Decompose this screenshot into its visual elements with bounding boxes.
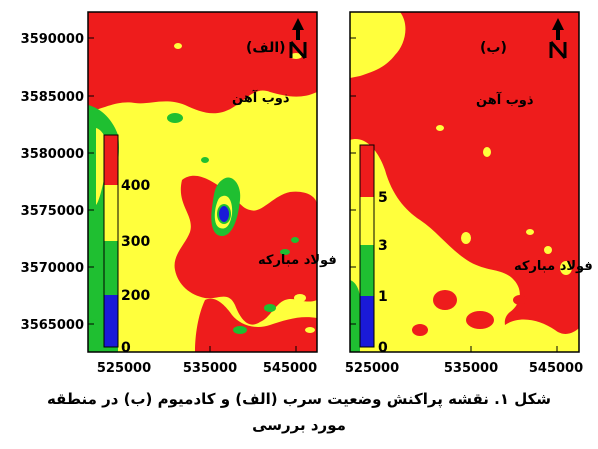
north-arrow-icon — [289, 18, 307, 59]
map-a-green-fleck — [291, 237, 299, 243]
place-label-zob-ahan: ذوب آهن — [476, 91, 534, 108]
legend-tick: 3 — [378, 238, 388, 254]
legend-swatch-green — [104, 241, 118, 295]
x-tick-label: 545000 — [263, 361, 317, 376]
map-b: 525000 535000 545000 5 3 1 0 (ب) ذوب آهن… — [345, 11, 593, 376]
x-tick-label: 525000 — [345, 361, 399, 376]
map-a-x-axis: 525000 535000 545000 — [97, 346, 317, 376]
map-a-yellow-spot — [305, 327, 315, 333]
legend-swatch-red — [360, 145, 374, 197]
map-a-frame — [87, 11, 318, 353]
legend-swatch-red — [104, 135, 118, 185]
legend-tick: 400 — [121, 178, 150, 194]
map-a-label: (الف) — [246, 40, 286, 56]
map-a-yellow-spot — [294, 294, 306, 302]
place-label-foolad: فولاد مبارکه — [514, 259, 593, 274]
map-b-contours — [350, 12, 579, 352]
figure-caption-line2: مورد بررسی — [252, 416, 346, 434]
map-b-yellow-spot — [461, 232, 471, 244]
y-tick-label: 3565000 — [21, 318, 84, 333]
map-a-blue-core — [219, 206, 229, 222]
map-b-yellow-spot — [436, 125, 444, 131]
map-b-yellow-main — [350, 139, 528, 352]
map-b-yellow-right — [499, 319, 579, 352]
map-b-legend: 5 3 1 0 — [359, 144, 388, 356]
map-b-yellow-spot — [483, 147, 491, 157]
y-tick-label: 3580000 — [21, 147, 84, 162]
x-tick-label: 535000 — [444, 361, 498, 376]
map-b-red-island — [433, 290, 457, 310]
map-b-red-island — [513, 295, 527, 305]
figure-caption-line1: شکل ۱. نقشه پراکنش وضعیت سرب (الف) و کاد… — [46, 390, 552, 408]
legend-tick: 1 — [378, 289, 388, 305]
map-b-label: (ب) — [480, 40, 507, 56]
map-b-x-axis: 525000 535000 545000 — [345, 346, 583, 376]
y-tick-label: 3570000 — [21, 261, 84, 276]
map-b-yellow-spot — [560, 261, 572, 275]
legend-tick: 0 — [121, 340, 131, 356]
north-arrow-icon — [549, 18, 567, 59]
map-a-green-fleck — [264, 304, 276, 312]
map-b-yellow-top — [350, 12, 406, 78]
map-a: 3590000 3585000 3580000 3575000 3570000 … — [21, 11, 337, 376]
map-b-frame — [349, 11, 580, 353]
y-tick-label: 3575000 — [21, 204, 84, 219]
legend-swatch-yellow — [360, 197, 374, 245]
map-a-yellow-spot — [290, 53, 302, 59]
map-a-red-top — [88, 12, 317, 114]
x-tick-label: 525000 — [97, 361, 151, 376]
map-a-green-fleck — [280, 249, 290, 255]
legend-swatch-yellow — [104, 185, 118, 241]
legend-tick: 5 — [378, 190, 388, 206]
place-label-zob-ahan: ذوب آهن — [232, 89, 290, 106]
x-tick-label: 545000 — [529, 361, 583, 376]
map-a-yellow-spot — [174, 43, 182, 49]
map-a-red-middle — [174, 175, 317, 325]
map-b-yellow-spot — [526, 229, 534, 235]
map-a-red-bottom — [195, 298, 317, 352]
y-tick-label: 3590000 — [21, 32, 84, 47]
legend-swatch-blue — [104, 295, 118, 347]
place-label-foolad: فولاد مبارکه — [258, 253, 337, 268]
legend-swatch-green — [360, 245, 374, 296]
map-b-yellow-spot — [544, 246, 552, 254]
map-a-green-fleck — [233, 326, 247, 334]
legend-tick: 0 — [378, 340, 388, 356]
y-tick-label: 3585000 — [21, 90, 84, 105]
legend-frame — [359, 144, 375, 348]
map-b-y-axis — [350, 37, 356, 325]
legend-frame — [103, 134, 119, 348]
map-b-yellow-spot — [374, 39, 382, 45]
legend-tick: 300 — [121, 234, 150, 250]
map-a-green-fleck — [167, 113, 183, 123]
legend-swatch-blue — [360, 296, 374, 347]
map-a-legend: 400 300 200 0 — [103, 134, 150, 356]
map-b-red-island — [412, 324, 428, 336]
map-b-green-strip — [350, 280, 360, 352]
map-a-y-axis: 3590000 3585000 3580000 3575000 3570000 … — [21, 32, 94, 333]
x-tick-label: 535000 — [183, 361, 237, 376]
legend-tick: 200 — [121, 288, 150, 304]
map-b-red-island — [466, 311, 494, 329]
map-a-green-fleck — [201, 157, 209, 163]
map-a-contours — [88, 12, 317, 352]
